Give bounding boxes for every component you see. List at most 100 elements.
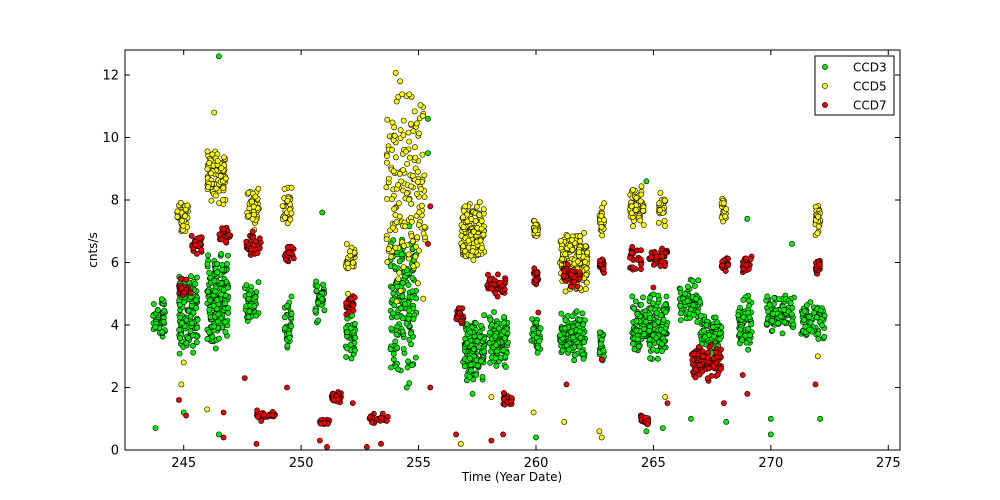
data-point-ccd3: [398, 251, 405, 258]
data-point-ccd3: [643, 428, 650, 435]
data-point-ccd3: [319, 209, 326, 216]
data-point-ccd3: [461, 363, 468, 370]
data-point-ccd5: [384, 259, 391, 265]
data-point-ccd7: [427, 203, 434, 210]
data-point-ccd3: [562, 317, 569, 324]
data-point-ccd3: [817, 415, 824, 422]
data-point-ccd7: [369, 419, 375, 426]
data-point-ccd3: [190, 309, 197, 316]
data-point-ccd3: [320, 281, 326, 288]
data-point-ccd3: [659, 425, 666, 431]
data-point-ccd7: [176, 397, 182, 403]
data-point-ccd5: [469, 248, 476, 255]
data-point-ccd3: [286, 334, 293, 341]
data-point-ccd7: [690, 350, 697, 357]
data-point-ccd5: [601, 216, 607, 223]
data-point-ccd3: [597, 341, 604, 347]
data-point-ccd7: [188, 232, 195, 239]
data-point-ccd3: [477, 358, 484, 365]
data-point-ccd3: [313, 278, 319, 285]
data-point-ccd5: [397, 78, 404, 85]
data-point-ccd3: [492, 333, 499, 340]
data-point-ccd3: [573, 308, 580, 315]
data-point-ccd7: [654, 253, 660, 260]
data-point-ccd5: [255, 185, 262, 192]
data-point-ccd7: [637, 256, 644, 263]
data-point-ccd3: [212, 345, 219, 352]
data-point-ccd3: [205, 252, 211, 259]
data-point-ccd3: [487, 316, 494, 323]
data-point-ccd3: [500, 328, 507, 335]
data-point-ccd3: [655, 292, 661, 299]
data-point-ccd7: [216, 231, 223, 238]
data-point-ccd5: [655, 219, 662, 226]
data-point-ccd3: [655, 318, 662, 325]
data-point-ccd7: [254, 250, 261, 256]
data-point-ccd3: [413, 295, 419, 302]
data-point-ccd3: [212, 288, 219, 295]
data-point-ccd3: [633, 298, 639, 305]
data-point-ccd3: [407, 330, 414, 337]
data-point-ccd3: [251, 303, 258, 310]
data-point-ccd3: [646, 315, 653, 322]
data-point-ccd7: [650, 284, 657, 291]
data-point-ccd5: [397, 127, 404, 133]
data-point-ccd3: [580, 321, 586, 328]
data-point-ccd7: [600, 266, 607, 272]
data-point-ccd7: [718, 346, 724, 353]
data-point-ccd5: [221, 154, 227, 161]
data-point-ccd5: [279, 203, 286, 209]
data-point-ccd5: [577, 238, 584, 245]
data-point-ccd3: [631, 305, 637, 312]
data-point-ccd7: [644, 421, 651, 428]
data-point-ccd3: [561, 325, 568, 332]
data-point-ccd5: [400, 264, 407, 270]
data-point-ccd5: [414, 168, 421, 175]
x-tick-label: 270: [758, 456, 783, 471]
data-point-ccd5: [217, 173, 224, 179]
data-point-ccd5: [389, 119, 396, 126]
data-point-ccd5: [815, 213, 821, 220]
data-point-ccd7: [696, 362, 703, 368]
data-point-ccd5: [460, 207, 467, 214]
data-point-ccd5: [575, 258, 581, 265]
data-point-ccd3: [653, 334, 660, 341]
data-point-ccd5: [421, 172, 428, 179]
data-point-ccd5: [462, 248, 469, 255]
data-point-ccd5: [473, 203, 480, 210]
data-point-ccd3: [677, 317, 684, 323]
data-point-ccd3: [243, 282, 250, 288]
data-point-ccd3: [179, 320, 185, 326]
data-point-ccd3: [643, 178, 650, 185]
data-point-ccd3: [677, 310, 684, 317]
y-tick-label: 8: [111, 194, 119, 209]
data-point-ccd5: [383, 153, 390, 159]
data-point-ccd3: [742, 332, 749, 339]
data-point-ccd5: [216, 200, 222, 206]
data-point-ccd5: [249, 216, 256, 222]
data-point-ccd3: [206, 329, 212, 336]
data-point-ccd5: [577, 233, 584, 240]
data-point-ccd3: [558, 310, 565, 317]
data-point-ccd7: [453, 431, 459, 438]
data-point-ccd3: [392, 338, 399, 345]
data-point-ccd3: [745, 297, 752, 304]
data-point-ccd5: [416, 209, 423, 216]
data-point-ccd3: [470, 346, 477, 353]
data-point-ccd7: [812, 381, 819, 388]
data-point-ccd3: [638, 301, 644, 308]
data-point-ccd3: [206, 306, 213, 313]
data-point-ccd5: [410, 128, 417, 135]
data-point-ccd7: [695, 344, 702, 350]
data-point-ccd3: [218, 291, 225, 298]
data-point-ccd3: [486, 329, 493, 336]
data-point-ccd3: [152, 323, 159, 330]
data-point-ccd5: [633, 207, 639, 213]
data-point-ccd3: [633, 327, 640, 334]
data-point-ccd3: [406, 307, 412, 314]
data-point-ccd3: [779, 330, 786, 337]
data-point-ccd3: [600, 347, 607, 354]
data-point-ccd3: [775, 320, 781, 326]
data-point-ccd5: [568, 236, 575, 243]
data-point-ccd3: [815, 330, 822, 337]
